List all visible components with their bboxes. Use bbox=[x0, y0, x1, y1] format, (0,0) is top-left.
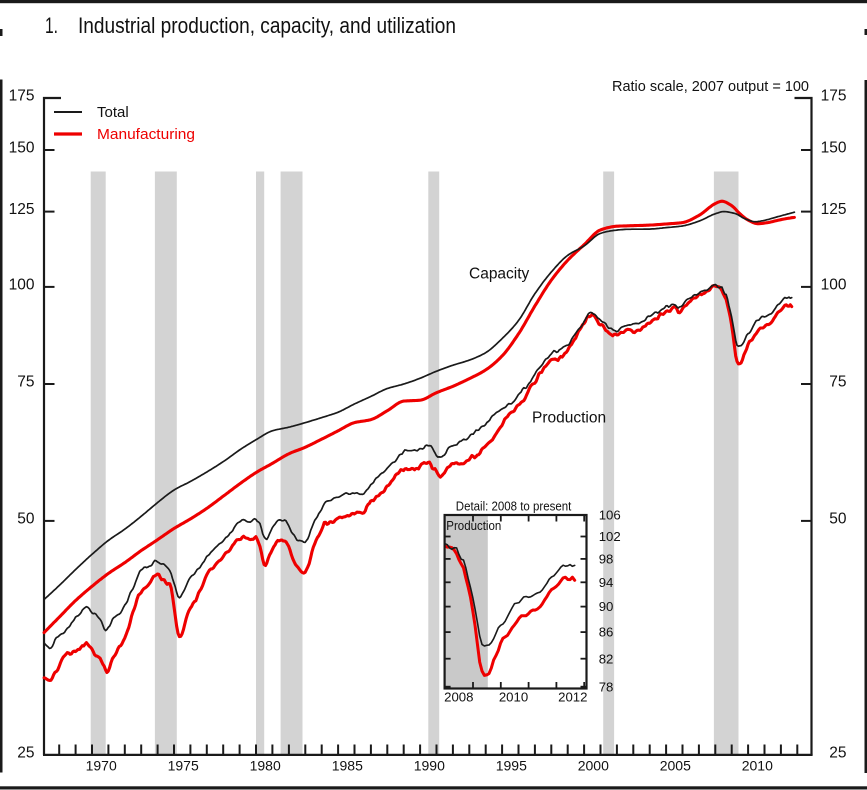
svg-text:75: 75 bbox=[17, 374, 34, 391]
svg-text:98: 98 bbox=[599, 552, 614, 567]
svg-text:Detail: 2008 to present: Detail: 2008 to present bbox=[456, 499, 572, 513]
svg-text:1990: 1990 bbox=[414, 758, 445, 774]
svg-text:102: 102 bbox=[599, 529, 621, 544]
svg-text:Capacity: Capacity bbox=[469, 266, 530, 283]
svg-text:175: 175 bbox=[9, 88, 35, 105]
svg-text:150: 150 bbox=[9, 140, 35, 157]
svg-text:82: 82 bbox=[599, 651, 614, 666]
svg-text:2010: 2010 bbox=[499, 690, 528, 705]
svg-text:2000: 2000 bbox=[578, 758, 609, 774]
svg-text:106: 106 bbox=[599, 508, 621, 523]
svg-text:50: 50 bbox=[829, 511, 847, 528]
svg-text:150: 150 bbox=[821, 140, 847, 157]
svg-text:1970: 1970 bbox=[86, 758, 117, 774]
svg-text:Ratio scale, 2007 output = 100: Ratio scale, 2007 output = 100 bbox=[612, 78, 809, 95]
svg-text:2012: 2012 bbox=[558, 690, 587, 705]
svg-text:1975: 1975 bbox=[168, 758, 199, 774]
svg-text:125: 125 bbox=[9, 201, 35, 218]
svg-text:1.: 1. bbox=[45, 13, 58, 38]
svg-text:94: 94 bbox=[599, 575, 614, 590]
svg-text:1980: 1980 bbox=[250, 758, 281, 774]
svg-text:1995: 1995 bbox=[496, 758, 527, 774]
svg-text:2010: 2010 bbox=[742, 758, 773, 774]
svg-text:2005: 2005 bbox=[660, 758, 691, 774]
svg-text:Industrial production, capacit: Industrial production, capacity, and uti… bbox=[78, 13, 456, 38]
svg-text:125: 125 bbox=[821, 201, 847, 218]
svg-text:78: 78 bbox=[599, 679, 614, 694]
svg-text:1985: 1985 bbox=[332, 758, 363, 774]
svg-text:100: 100 bbox=[821, 277, 847, 294]
svg-text:175: 175 bbox=[821, 88, 847, 105]
svg-text:25: 25 bbox=[829, 745, 846, 762]
svg-text:Manufacturing: Manufacturing bbox=[97, 126, 195, 143]
svg-text:90: 90 bbox=[599, 599, 614, 614]
svg-text:86: 86 bbox=[599, 625, 614, 640]
svg-text:100: 100 bbox=[9, 277, 35, 294]
svg-text:Production: Production bbox=[532, 410, 606, 427]
svg-text:2008: 2008 bbox=[444, 690, 473, 705]
svg-text:Total: Total bbox=[97, 104, 129, 121]
svg-text:25: 25 bbox=[17, 745, 34, 762]
svg-text:Production: Production bbox=[446, 519, 501, 533]
svg-text:50: 50 bbox=[17, 511, 35, 528]
svg-text:75: 75 bbox=[829, 374, 846, 391]
